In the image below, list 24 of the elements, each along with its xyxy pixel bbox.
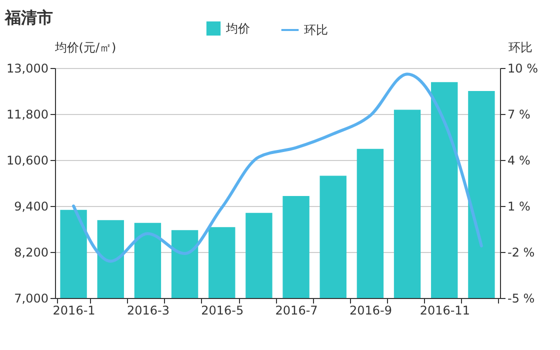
y2-tick-label: 4 % bbox=[508, 154, 530, 168]
y2-tick-label: -5 % bbox=[508, 292, 535, 306]
line-series bbox=[72, 72, 483, 263]
y2-tick-label: -2 % bbox=[508, 246, 535, 260]
y-tick-label: 7,000 bbox=[14, 292, 48, 306]
x-tick-label: 2016-3 bbox=[126, 304, 170, 318]
y2-tick-label: 1 % bbox=[508, 200, 530, 214]
x-tick-label: 2016-1 bbox=[52, 304, 96, 318]
y-tick-label: 13,000 bbox=[6, 62, 48, 76]
legend-label: 均价 bbox=[225, 22, 250, 36]
y2-tick-label: 7 % bbox=[508, 108, 530, 122]
legend-label: 环比 bbox=[304, 23, 328, 37]
x-tick-label: 2016-5 bbox=[201, 304, 244, 318]
y2-tick-label: 10 % bbox=[508, 62, 538, 76]
x-tick-label: 2016-11 bbox=[420, 304, 470, 318]
y-tick-label: 8,200 bbox=[14, 246, 48, 260]
x-tick-label: 2016-9 bbox=[349, 304, 392, 318]
x-tick-label: 2016-7 bbox=[275, 304, 318, 318]
y2-axis-title: 环比 bbox=[508, 40, 532, 54]
y-axis-title: 均价(元/㎡) bbox=[54, 40, 116, 54]
y-tick-label: 11,800 bbox=[6, 108, 48, 122]
chart-title: 福清市 bbox=[4, 8, 53, 27]
y-tick-label: 10,600 bbox=[6, 154, 48, 168]
y-tick-label: 9,400 bbox=[14, 200, 48, 214]
